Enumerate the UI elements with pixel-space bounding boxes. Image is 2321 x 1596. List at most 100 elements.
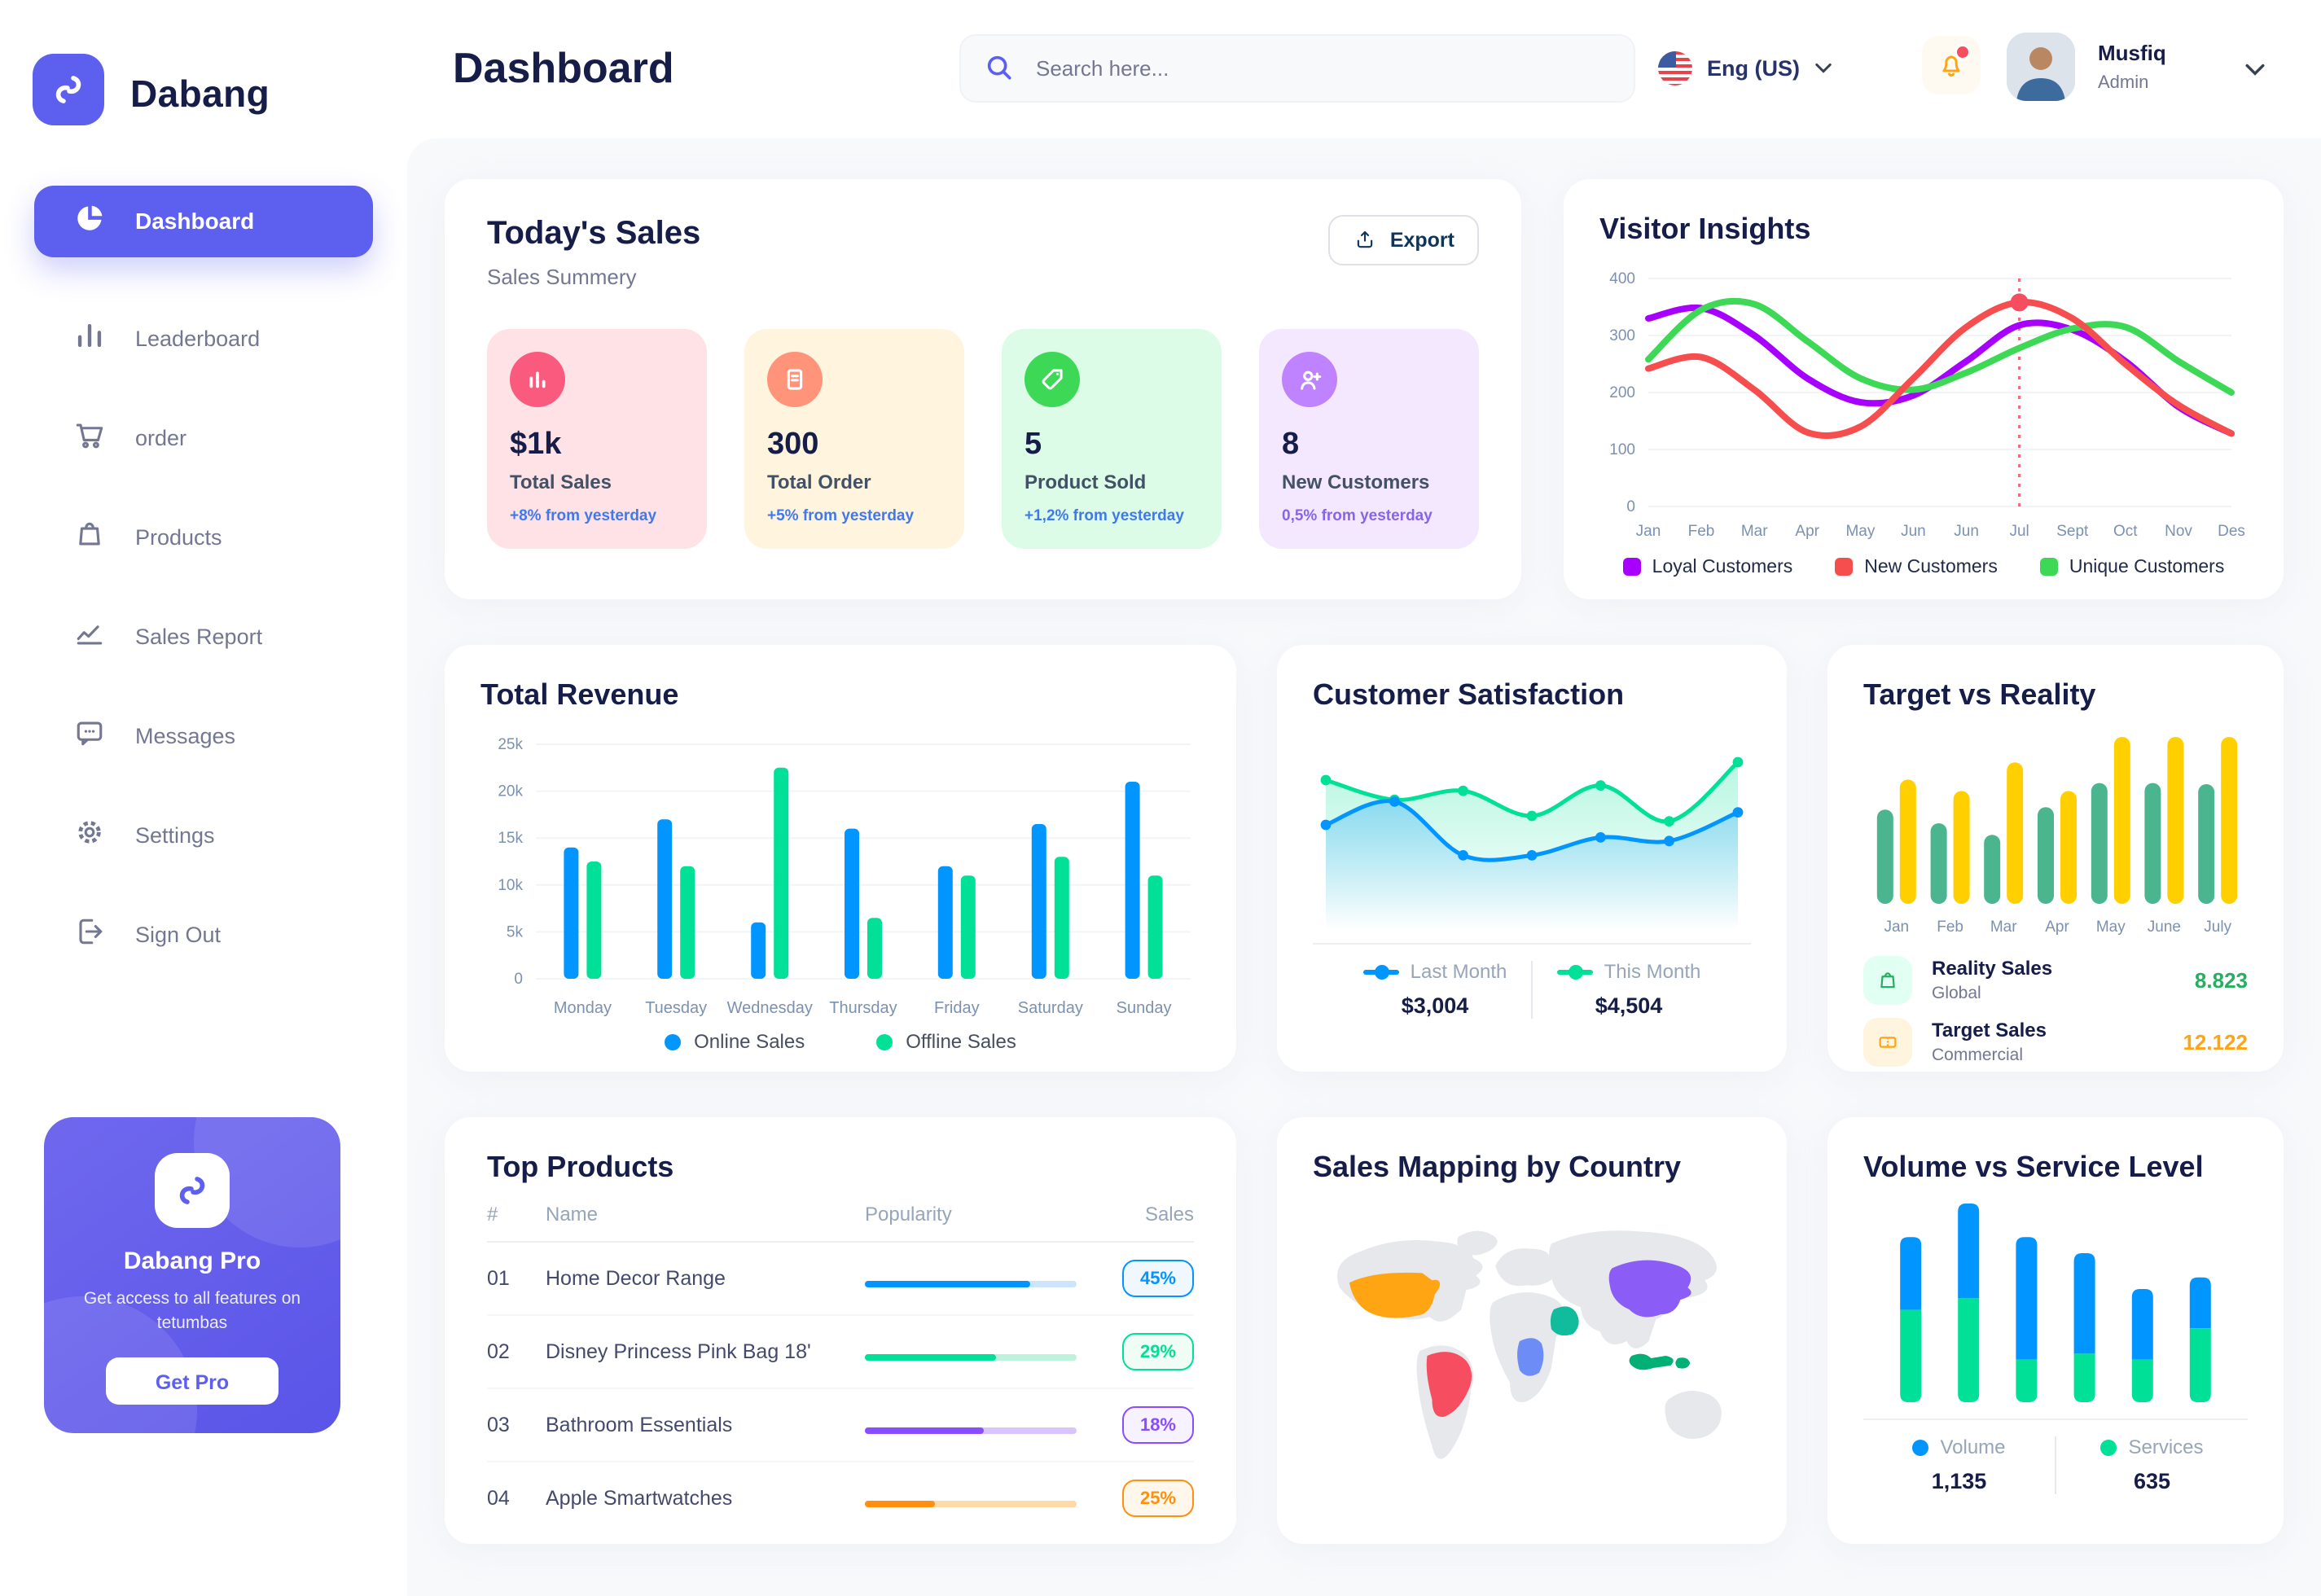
- svg-text:Jan: Jan: [1884, 919, 1909, 936]
- indonesia: [1629, 1353, 1691, 1370]
- total-revenue-legend: Online Sales Offline Sales: [480, 1031, 1200, 1054]
- sales-mapping-title: Sales Mapping by Country: [1313, 1150, 1682, 1183]
- svg-text:June: June: [2148, 919, 2181, 936]
- bell-icon: [1942, 55, 1960, 77]
- sidebar-item-label: Products: [135, 524, 222, 550]
- total-revenue-card: Total Revenue 0 5k 10k 15k 20k 25k Monday Tuesd…: [445, 645, 1236, 1072]
- svg-text:15k: 15k: [498, 830, 523, 847]
- table-header: # Name Popularity Sales: [487, 1204, 1194, 1243]
- get-pro-button[interactable]: Get Pro: [106, 1357, 279, 1405]
- svg-text:Jun: Jun: [1954, 523, 1979, 540]
- sales-mapping-card: Sales Mapping by Country: [1277, 1117, 1787, 1544]
- legend-value: $4,504: [1595, 993, 1663, 1018]
- column-header-num: #: [487, 1204, 498, 1226]
- row-num: 02: [487, 1340, 510, 1363]
- target-vs-reality-title: Target vs Reality: [1863, 677, 2096, 711]
- sidebar-item-sign-out[interactable]: Sign Out: [34, 902, 373, 967]
- svg-text:Monday: Monday: [554, 999, 612, 1017]
- stat-card-product-sold: 5 Product Sold +1,2% from yesterday: [1002, 329, 1222, 549]
- table-row[interactable]: 02 Disney Princess Pink Bag 18' 29%: [487, 1316, 1194, 1389]
- svg-text:0: 0: [514, 971, 523, 988]
- legend-swatch: [2039, 557, 2058, 576]
- sidebar-item-leaderboard[interactable]: Leaderboard: [34, 306, 373, 371]
- legend-label: Loyal Customers: [1652, 555, 1793, 577]
- svg-text:May: May: [1845, 523, 1875, 540]
- stat-delta: 0,5% from yesterday: [1282, 507, 1433, 524]
- stat-label: Product Sold: [1024, 471, 1147, 493]
- legend-dot: [2100, 1440, 2117, 1456]
- search-input[interactable]: [1033, 54, 1634, 83]
- sales-badge: 29%: [1121, 1333, 1194, 1370]
- legend-dot: [665, 1034, 682, 1050]
- table-row[interactable]: 01 Home Decor Range 45%: [487, 1243, 1194, 1316]
- sidebar-item-products[interactable]: Products: [34, 505, 373, 570]
- sidebar-item-settings[interactable]: Settings: [34, 803, 373, 868]
- sidebar-item-messages[interactable]: Messages: [34, 704, 373, 769]
- sign-out-icon: [72, 914, 107, 956]
- sales-badge: 18%: [1121, 1406, 1194, 1444]
- user-avatar[interactable]: [2007, 33, 2075, 101]
- search-bar[interactable]: [959, 34, 1635, 103]
- svg-text:May: May: [2096, 919, 2126, 936]
- svg-text:100: 100: [1609, 441, 1635, 458]
- stat-label: Total Order: [767, 471, 871, 493]
- stat-value: 5: [1024, 427, 1042, 461]
- table-row[interactable]: 04 Apple Smartwatches 25%: [487, 1462, 1194, 1534]
- visitor-insights-chart: 400 300 200 100 0 Jan Feb Mar Apr May Jun Jun Jul Sep…: [1599, 259, 2248, 549]
- svg-text:400: 400: [1609, 270, 1635, 287]
- stat-delta: +5% from yesterday: [767, 507, 915, 524]
- product-name: Home Decor Range: [546, 1266, 726, 1290]
- bar-chart-icon: [72, 318, 107, 360]
- legend-dot: [876, 1034, 893, 1050]
- user-plus-icon: [1282, 352, 1337, 407]
- legend-label: Unique Customers: [2069, 555, 2225, 577]
- bag-icon: [72, 516, 107, 559]
- customer-satisfaction-card: Customer Satisfaction Last Month $3,004 …: [1277, 645, 1787, 1072]
- column-header-sales: Sales: [1144, 1204, 1194, 1226]
- export-button[interactable]: Export: [1327, 215, 1479, 265]
- sidebar-item-dashboard[interactable]: Dashboard: [34, 186, 373, 257]
- bar-chart-icon: [510, 352, 565, 407]
- stat-card-total-order: 300 Total Order +5% from yesterday: [744, 329, 964, 549]
- legend-label: Services: [2128, 1436, 2204, 1458]
- chevron-down-icon: [1815, 63, 1832, 73]
- row-num: 04: [487, 1486, 510, 1510]
- user-name: Musfiq: [2098, 41, 2166, 65]
- notifications-button[interactable]: [1922, 36, 1981, 94]
- pie-chart-icon: [72, 200, 107, 243]
- logo-icon: [55, 76, 81, 103]
- language-selector[interactable]: Eng (US): [1658, 44, 1832, 93]
- brazil: [1426, 1352, 1472, 1418]
- pro-upgrade-card: Dabang Pro Get access to all features on…: [44, 1117, 340, 1433]
- column-header-popularity: Popularity: [865, 1204, 952, 1226]
- sidebar-item-label: Leaderboard: [135, 326, 261, 351]
- svg-text:Feb: Feb: [1688, 523, 1715, 540]
- svg-text:5k: 5k: [507, 923, 524, 940]
- top-products-title: Top Products: [487, 1150, 674, 1183]
- svg-text:Saturday: Saturday: [1018, 999, 1083, 1017]
- sidebar: Dabang Dashboard Leaderboard order: [0, 0, 407, 1596]
- table-row[interactable]: 03 Bathroom Essentials 18%: [487, 1389, 1194, 1462]
- legend-label: Online Sales: [694, 1031, 805, 1053]
- stat-value: 300: [767, 427, 819, 461]
- stat-delta: +1,2% from yesterday: [1024, 507, 1184, 524]
- target-sales-legend-row: Target Sales Commercial 12.122: [1863, 1018, 2248, 1067]
- svg-text:Sept: Sept: [2056, 523, 2089, 540]
- stat-label: Total Sales: [510, 471, 612, 493]
- page-title: Dashboard: [453, 45, 674, 92]
- gear-icon: [72, 814, 107, 857]
- sidebar-item-sales-report[interactable]: Sales Report: [34, 604, 373, 669]
- legend-sublabel: Commercial: [1932, 1046, 2024, 1064]
- row-num: 03: [487, 1413, 510, 1436]
- user-menu-chevron-icon[interactable]: [2244, 54, 2266, 84]
- cart-icon: [72, 417, 107, 459]
- legend-label: Offline Sales: [906, 1031, 1016, 1053]
- visitor-insights-legend: Loyal Customers New Customers Unique Cus…: [1599, 555, 2248, 577]
- app-logo: [33, 54, 104, 125]
- product-name: Bathroom Essentials: [546, 1413, 733, 1436]
- sidebar-item-label: Settings: [135, 822, 215, 848]
- sidebar-item-order[interactable]: order: [34, 406, 373, 471]
- target-vs-reality-card: Target vs Reality Jan Feb Mar Apr May June Jul…: [1827, 645, 2284, 1072]
- stat-value: $1k: [510, 427, 562, 461]
- pro-subtitle: Get access to all features on tetumbas: [83, 1289, 301, 1333]
